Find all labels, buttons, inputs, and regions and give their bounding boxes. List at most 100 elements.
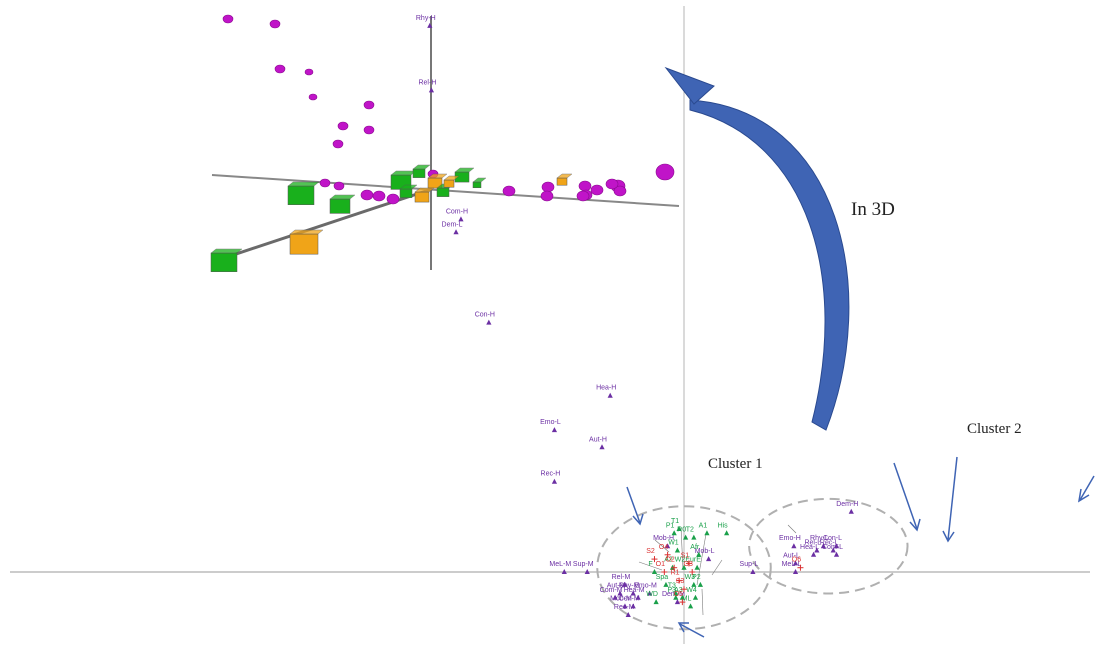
inset-sphere — [363, 100, 375, 110]
inset-cube — [399, 184, 418, 198]
point-marker — [651, 556, 658, 563]
point-label: O5 — [674, 591, 683, 598]
point-label: W1 — [668, 540, 679, 547]
point-label: Dem-M — [662, 591, 685, 598]
inset-cube — [412, 164, 431, 178]
point-marker — [584, 569, 590, 574]
point-label: Hea-L — [800, 544, 819, 551]
point-label: S2 — [646, 548, 655, 555]
point-marker — [617, 590, 623, 596]
pointer-arrows — [626, 456, 1095, 638]
inset-sphere — [576, 190, 590, 202]
curved-arrow — [689, 99, 850, 431]
in-3d-annotation: In 3D — [851, 199, 895, 220]
cluster-2-label: Cluster 2 — [967, 421, 1022, 437]
point-marker — [679, 594, 685, 600]
inset-cube — [414, 187, 435, 203]
point-marker — [820, 543, 826, 549]
point-label: A3 — [674, 587, 683, 594]
point-label: P2 — [692, 574, 701, 581]
point-label: Aut-M — [607, 583, 626, 590]
point-marker — [848, 508, 854, 514]
point-label: Rhy-H — [416, 15, 436, 22]
point-marker — [679, 599, 686, 606]
point-label: Con-M — [619, 595, 640, 602]
point-label: Mob-M — [610, 595, 632, 602]
point-marker — [561, 569, 567, 574]
cluster-1-label: Cluster 1 — [708, 456, 763, 472]
point-label: T3 — [668, 583, 676, 590]
point-label: T1 — [671, 518, 679, 525]
inset-cubes — [210, 164, 573, 272]
cluster-ellipse-1 — [596, 505, 772, 631]
point-label: Rec-L — [820, 540, 839, 547]
inset-sphere — [540, 190, 554, 202]
inset-cube — [472, 177, 487, 189]
point-marker — [833, 543, 840, 549]
point-marker — [665, 543, 671, 549]
point-label: A2 — [664, 557, 673, 564]
point-label: R0 — [677, 527, 686, 534]
point-label: Emo-L — [540, 419, 561, 426]
inset-cube — [427, 173, 448, 189]
point-marker — [458, 216, 464, 222]
inset-sphere — [332, 139, 344, 149]
point-marker — [814, 547, 820, 553]
point-label: Aut-H — [589, 436, 607, 443]
point-marker — [651, 569, 658, 574]
point-marker — [694, 564, 700, 570]
pointer-arrow — [893, 462, 921, 532]
point-marker — [453, 229, 459, 235]
point-marker — [635, 594, 641, 600]
point-label: Rel-L — [804, 540, 821, 547]
point-label: T2 — [686, 527, 694, 534]
point-label: Con-H — [475, 312, 495, 319]
point-marker — [664, 551, 671, 558]
point-marker — [833, 551, 840, 557]
point-label: Rel-H — [418, 79, 436, 86]
point-marker — [663, 581, 669, 587]
point-marker — [792, 569, 799, 574]
inset-sphere — [337, 121, 349, 131]
point-label: Rhy-M — [619, 583, 640, 590]
point-marker — [612, 594, 618, 600]
point-marker — [697, 581, 703, 587]
point-label: Emo-H — [779, 535, 801, 542]
point-marker — [551, 478, 558, 484]
point-label: Hea-M — [624, 587, 645, 594]
point-label: Spa — [656, 574, 669, 581]
leader-lines — [638, 524, 797, 616]
point-label: Con-L — [823, 535, 842, 542]
point-marker — [724, 530, 730, 536]
point-label: EurE — [685, 557, 701, 564]
inset-cube — [210, 248, 243, 272]
point-label: MeL-M — [549, 561, 571, 568]
inset-cube — [443, 175, 460, 188]
point-label: O3 — [684, 561, 693, 568]
point-label: Rhy-L — [810, 535, 829, 542]
point-label: WD — [646, 591, 658, 598]
inset-sphere — [274, 64, 286, 74]
inset-cube — [287, 181, 320, 205]
inset-sphere — [590, 184, 604, 196]
point-marker — [696, 551, 702, 557]
point-marker — [661, 569, 668, 575]
point-label: A1 — [699, 522, 708, 529]
point-marker — [676, 577, 683, 584]
point-label: Sup-M — [573, 561, 594, 568]
point-marker — [551, 427, 558, 433]
point-marker — [673, 590, 679, 596]
point-marker — [830, 547, 836, 553]
pointer-arrow — [626, 486, 644, 526]
point-label: Rel-M — [612, 574, 631, 581]
point-marker — [797, 564, 804, 571]
pointer-arrow — [942, 456, 958, 543]
point-marker — [704, 530, 710, 536]
point-marker — [791, 543, 797, 549]
point-label: Dem-H — [836, 501, 858, 508]
inset-cube — [556, 173, 573, 186]
point-label: S1 — [681, 552, 690, 559]
point-label: Hea-H — [596, 385, 616, 392]
inset-sphere — [363, 125, 375, 135]
